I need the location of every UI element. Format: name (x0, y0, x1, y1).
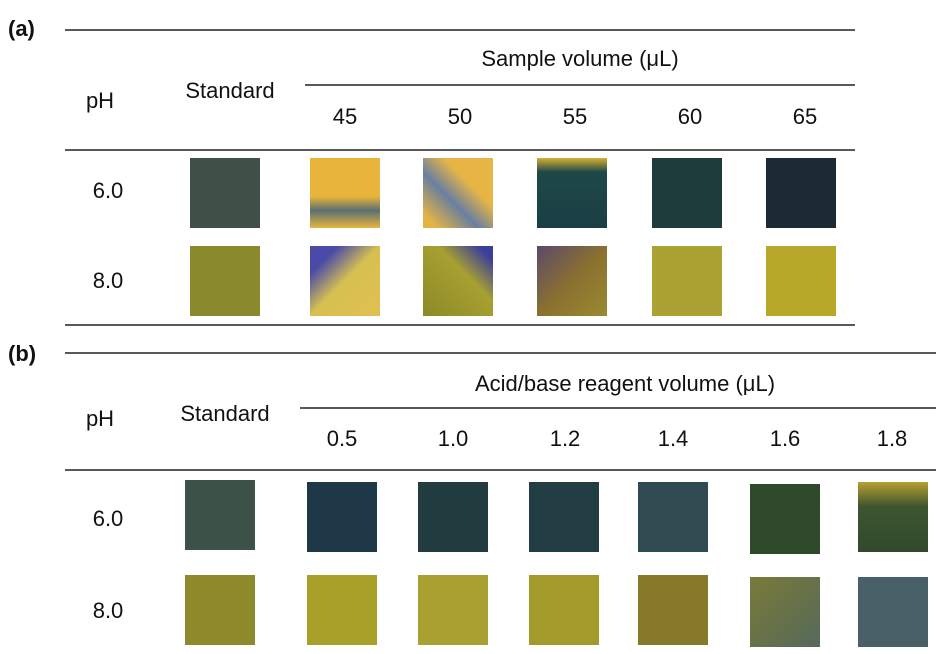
standard-header: Standard (180, 401, 269, 426)
swatches (185, 480, 928, 647)
column-label: 1.0 (438, 426, 469, 451)
column-label: 1.4 (658, 426, 689, 451)
row-label: 8.0 (93, 598, 124, 623)
row-header: pH (86, 88, 114, 113)
panel-label: (b) (8, 341, 36, 366)
column-label: 0.5 (327, 426, 358, 451)
row-label: 6.0 (93, 506, 124, 531)
group-header: Sample volume (μL) (481, 46, 678, 71)
group-header: Acid/base reagent volume (μL) (475, 371, 775, 396)
standard-header: Standard (185, 78, 274, 103)
column-label: 1.6 (770, 426, 801, 451)
row-label: 8.0 (93, 268, 124, 293)
column-label: 60 (678, 104, 702, 129)
swatches (190, 158, 836, 316)
column-label: 55 (563, 104, 587, 129)
column-label: 50 (448, 104, 472, 129)
row-label: 6.0 (93, 178, 124, 203)
column-label: 45 (333, 104, 357, 129)
column-label: 1.2 (550, 426, 581, 451)
figure: (a) Sample volume (μL) pH Standard 45 50… (0, 0, 936, 654)
panel-label: (a) (8, 16, 35, 41)
column-label: 1.8 (877, 426, 908, 451)
row-header: pH (86, 406, 114, 431)
column-label: 65 (793, 104, 817, 129)
